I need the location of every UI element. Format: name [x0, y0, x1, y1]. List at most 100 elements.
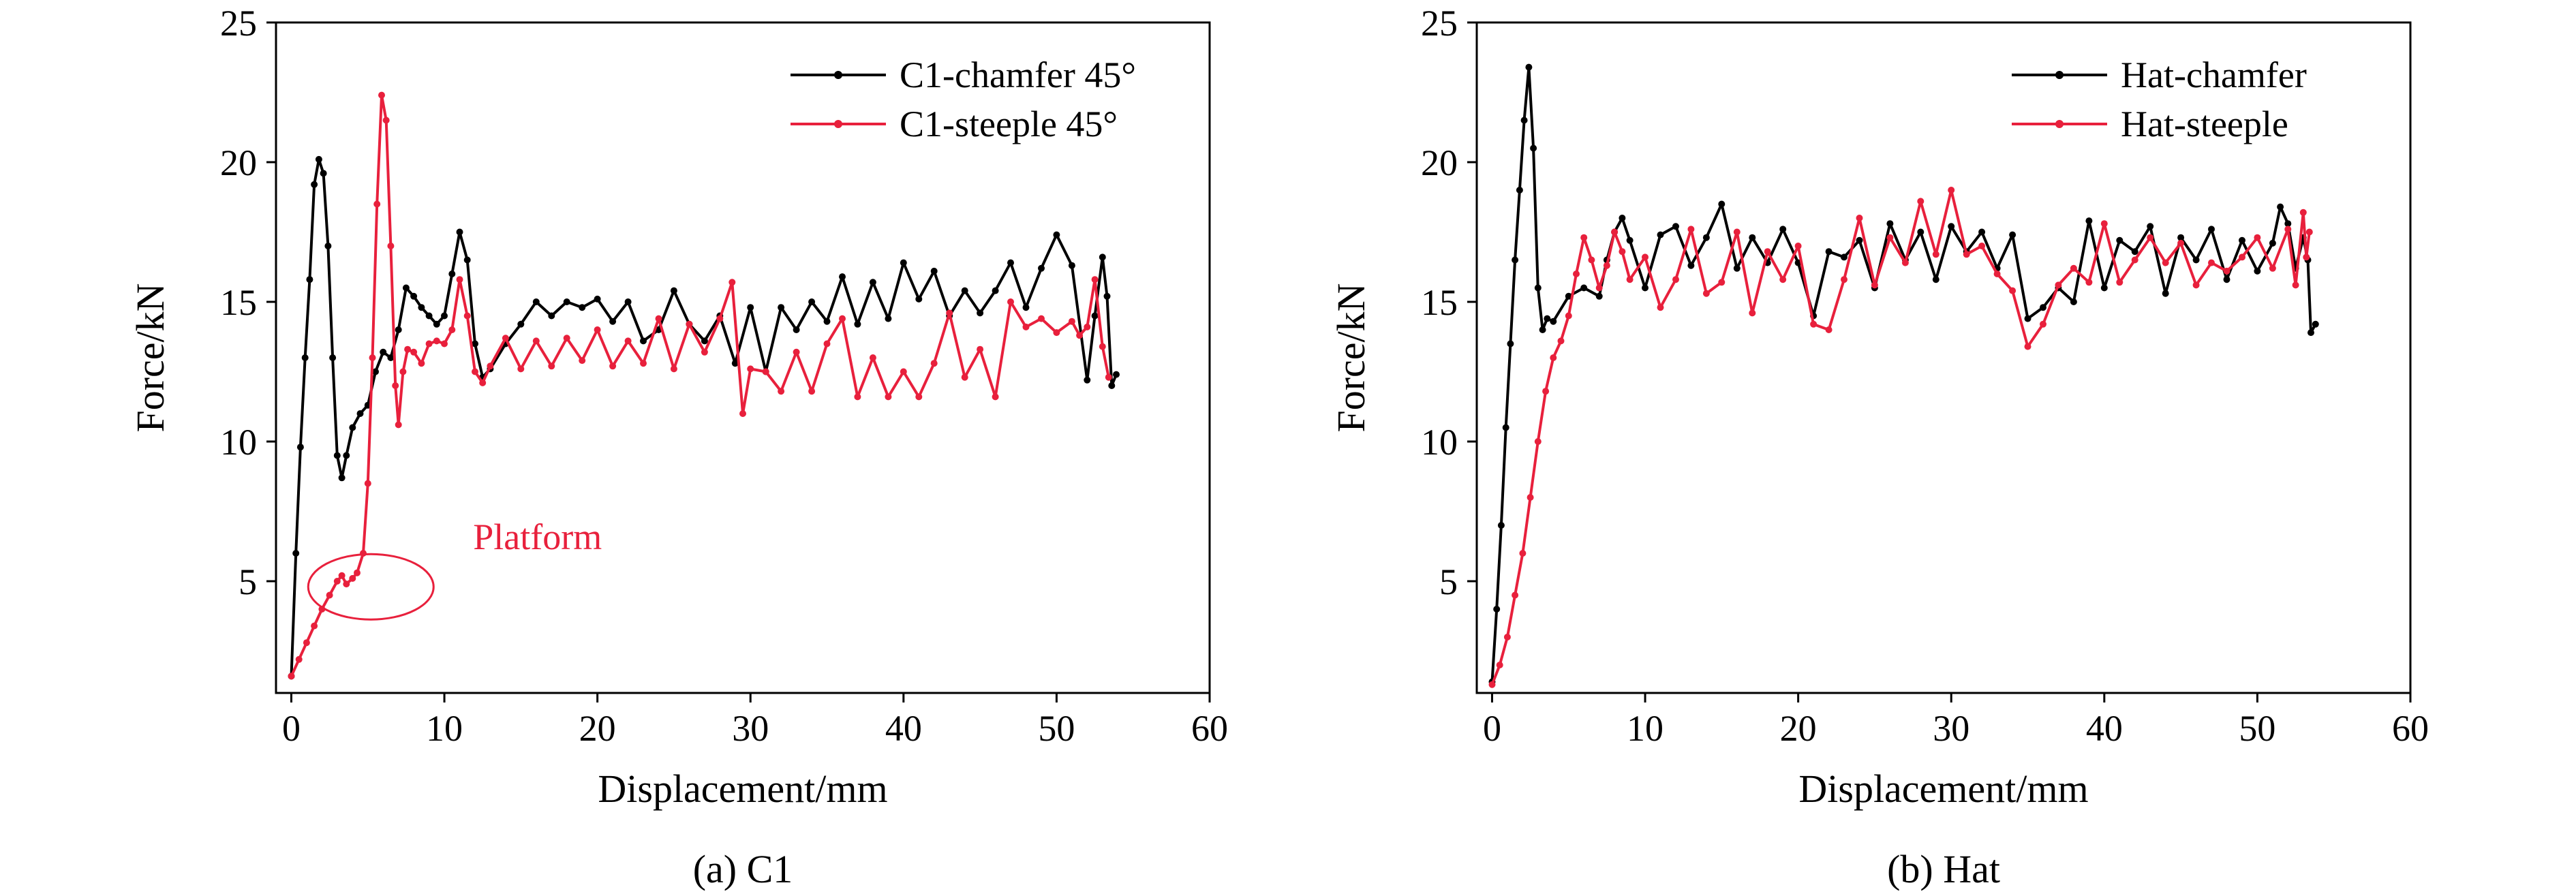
- legend-swatch-marker: [834, 71, 842, 79]
- data-point: [448, 271, 456, 277]
- data-point: [2208, 226, 2215, 233]
- data-point: [1488, 681, 1496, 688]
- data-point: [930, 267, 938, 275]
- data-point: [2177, 239, 2185, 247]
- data-point: [1886, 234, 1894, 241]
- data-point: [548, 312, 555, 320]
- data-point: [701, 337, 708, 345]
- x-tick-label: 60: [2392, 708, 2429, 749]
- data-point: [1993, 271, 2001, 277]
- data-point: [869, 279, 876, 286]
- data-point: [295, 655, 303, 663]
- y-tick-label: 10: [220, 422, 257, 463]
- data-point: [1841, 276, 1847, 283]
- data-point: [418, 304, 425, 311]
- data-point: [1038, 264, 1045, 272]
- data-point: [472, 368, 478, 375]
- data-point: [548, 362, 555, 370]
- x-tick-label: 60: [1191, 708, 1228, 749]
- data-point: [729, 279, 736, 286]
- data-point: [1687, 226, 1695, 233]
- data-point: [594, 295, 601, 303]
- data-point: [854, 393, 861, 401]
- data-point: [1525, 63, 1533, 71]
- data-point: [854, 320, 861, 328]
- data-point: [1932, 251, 1939, 258]
- plot-frame: [275, 21, 1211, 694]
- data-point: [1733, 264, 1741, 272]
- data-point: [456, 228, 463, 236]
- data-point: [1053, 329, 1060, 337]
- data-point: [2292, 281, 2299, 289]
- data-point: [961, 287, 968, 294]
- data-point: [1619, 248, 1626, 256]
- data-point: [2305, 228, 2313, 236]
- data-point: [1076, 332, 1084, 339]
- data-point: [2177, 234, 2185, 241]
- y-tick-label: 25: [220, 3, 257, 44]
- data-point: [292, 550, 300, 557]
- data-point: [1512, 591, 1519, 599]
- chart-panel-c1: 0 10 20 30 40 50 60 5 10 15 20 25 Displacement/mm For…: [128, 3, 1228, 891]
- data-point: [839, 315, 846, 322]
- data-point: [2085, 217, 2093, 225]
- data-point: [670, 365, 677, 373]
- data-point: [1856, 236, 1863, 244]
- data-point: [1084, 323, 1091, 330]
- data-point: [1534, 438, 1542, 445]
- data-point: [425, 340, 433, 347]
- y-tick-label: 15: [1421, 282, 1458, 323]
- data-point: [1507, 340, 1514, 347]
- data-point: [701, 348, 708, 356]
- data-point: [2284, 220, 2292, 228]
- data-point: [410, 348, 418, 356]
- data-point: [1022, 323, 1030, 330]
- data-point: [395, 421, 402, 429]
- data-point: [1565, 292, 1572, 300]
- data-point: [303, 639, 310, 647]
- data-point: [1657, 231, 1664, 238]
- data-point: [1520, 117, 1528, 124]
- data-point: [306, 276, 313, 283]
- y-tick-label: 15: [220, 282, 257, 323]
- data-point: [670, 287, 677, 294]
- data-point: [1856, 215, 1863, 221]
- data-point: [392, 382, 399, 389]
- data-point: [2239, 236, 2245, 244]
- data-point: [1527, 494, 1534, 501]
- data-point: [624, 298, 632, 305]
- data-point: [762, 368, 769, 375]
- data-point: [320, 170, 327, 177]
- series-line-0: [1490, 65, 2317, 682]
- legend-label: C1-chamfer 45°: [900, 55, 1136, 95]
- data-point: [329, 354, 337, 361]
- x-tick-label: 40: [885, 708, 922, 749]
- data-point: [463, 256, 471, 264]
- data-point: [1108, 382, 1116, 389]
- series-line-0: [290, 157, 1118, 677]
- data-point: [2307, 329, 2314, 337]
- data-point: [946, 309, 953, 317]
- data-point: [402, 284, 410, 292]
- data-point: [343, 452, 350, 459]
- data-point: [793, 326, 800, 333]
- data-point: [1917, 228, 1925, 236]
- data-point: [2223, 267, 2230, 275]
- data-point: [1718, 200, 1726, 208]
- data-point: [387, 354, 395, 361]
- data-point: [311, 622, 318, 630]
- data-point: [900, 368, 907, 375]
- data-point: [808, 388, 816, 395]
- data-point: [2162, 259, 2169, 266]
- data-point: [2312, 320, 2319, 328]
- data-point: [418, 360, 425, 367]
- data-point: [349, 574, 356, 582]
- data-point: [1619, 215, 1626, 221]
- data-point: [372, 368, 379, 375]
- data-point: [354, 569, 361, 576]
- data-point: [839, 273, 846, 281]
- data-point: [2284, 226, 2292, 233]
- data-point: [1595, 284, 1603, 292]
- data-point: [1595, 292, 1603, 300]
